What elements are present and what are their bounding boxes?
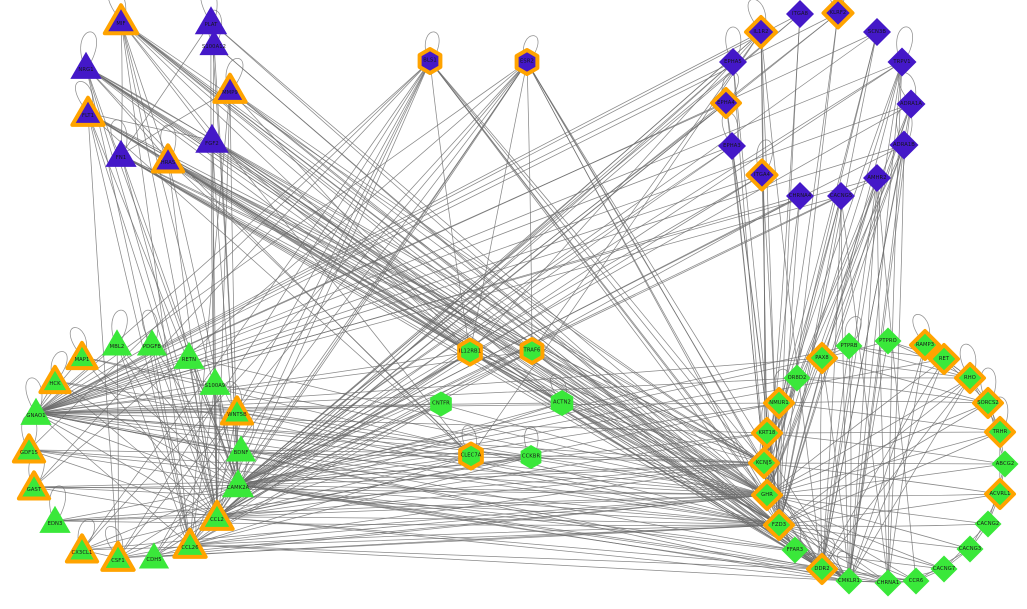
node-shape-hexagon[interactable] <box>517 50 538 74</box>
node-shape-diamond[interactable] <box>903 568 930 595</box>
graph-node-cdh5[interactable]: CDH5 <box>127 530 180 583</box>
node-shape-hexagon[interactable] <box>459 340 481 365</box>
node-shape-triangle[interactable] <box>20 398 51 425</box>
node-shape-diamond[interactable] <box>748 161 777 190</box>
graph-node-bls1[interactable]: BLS1 <box>407 38 453 84</box>
graph-node-mmp9[interactable]: MMP9 <box>202 62 257 117</box>
node-shape-hexagon[interactable] <box>551 390 574 416</box>
graph-node-esr2[interactable]: ESR2 <box>504 39 550 85</box>
node-shape-triangle[interactable] <box>72 98 103 125</box>
node-shape-triangle[interactable] <box>214 75 245 102</box>
node-shape-hexagon[interactable] <box>430 392 452 417</box>
node-shape-diamond[interactable] <box>897 90 926 119</box>
graph-node-clec7a[interactable]: CLEC7A <box>447 432 495 480</box>
graph-node-il12rb1[interactable]: IL12RB1 <box>446 328 494 376</box>
node-shape-triangle[interactable] <box>70 52 101 79</box>
graph-node-fgf2[interactable]: FGF2 <box>183 111 242 170</box>
node-shape-diamond[interactable] <box>888 48 917 77</box>
graph-node-cacng5[interactable]: CACNG5 <box>814 169 867 222</box>
node-shape-diamond[interactable] <box>786 182 814 210</box>
node-shape-triangle[interactable] <box>105 140 136 167</box>
node-shape-triangle[interactable] <box>222 397 252 423</box>
node-shape-triangle[interactable] <box>105 5 137 33</box>
node-shape-diamond[interactable] <box>719 48 747 76</box>
node-shape-triangle[interactable] <box>195 124 228 153</box>
graph-node-traf6[interactable]: TRAF6 <box>509 328 555 374</box>
node-shape-hexagon[interactable] <box>521 445 542 469</box>
node-shape-triangle[interactable] <box>139 542 169 568</box>
node-shape-diamond[interactable] <box>712 89 740 117</box>
node-shape-diamond[interactable] <box>836 568 863 595</box>
node-shape-hexagon[interactable] <box>460 444 482 469</box>
graph-node-cntfr[interactable]: CNTFR <box>417 380 465 428</box>
node-shape-hexagon[interactable] <box>522 339 543 363</box>
node-shape-diamond[interactable] <box>827 182 855 210</box>
graph-node-actn2[interactable]: ACTN2 <box>537 378 586 427</box>
node-shape-triangle[interactable] <box>199 30 228 55</box>
graph-node-fn1[interactable]: FN1 <box>93 127 148 182</box>
node-shape-hexagon[interactable] <box>420 49 441 73</box>
node-shape-diamond[interactable] <box>824 0 853 27</box>
node-shape-triangle[interactable] <box>153 145 183 171</box>
graph-node-cckbr[interactable]: CCKBR <box>508 434 554 480</box>
node-shape-triangle[interactable] <box>14 435 44 461</box>
graph-node-ccr6[interactable]: CCR6 <box>890 555 941 606</box>
